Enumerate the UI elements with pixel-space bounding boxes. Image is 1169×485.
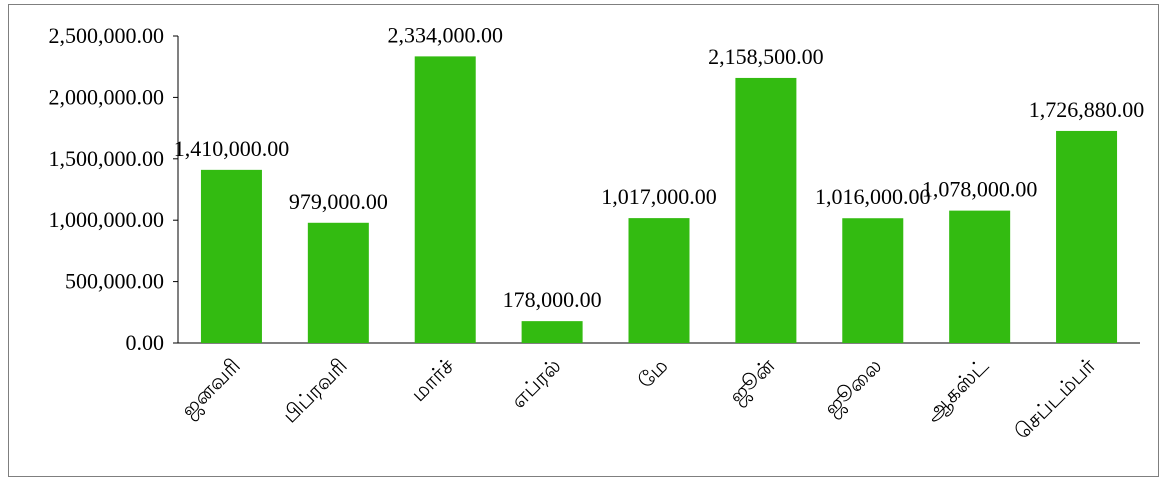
x-category-label: பிப்ரவரி bbox=[278, 354, 352, 428]
data-label-3: 2,334,000.00 bbox=[387, 22, 503, 47]
y-tick-label: 500,000.00 bbox=[65, 269, 164, 294]
data-label-5: 1,017,000.00 bbox=[601, 184, 717, 209]
y-tick-label: 2,000,000.00 bbox=[49, 84, 165, 109]
x-category-label: எப்ரல் bbox=[506, 354, 566, 414]
bar-8 bbox=[949, 210, 1011, 343]
bar-1 bbox=[200, 169, 262, 343]
y-tick-label: 1,000,000.00 bbox=[49, 207, 165, 232]
data-label-9: 1,726,880.00 bbox=[1029, 97, 1145, 122]
x-category-label: செப்டம்பர் bbox=[1010, 354, 1100, 444]
x-category-label: ஜூலை bbox=[819, 354, 887, 422]
data-label-2: 979,000.00 bbox=[289, 189, 388, 214]
data-label-1: 1,410,000.00 bbox=[174, 136, 290, 161]
bar-2 bbox=[307, 222, 369, 343]
bar-3 bbox=[414, 56, 476, 344]
x-category-label: மார்ச் bbox=[406, 353, 459, 406]
data-label-4: 178,000.00 bbox=[503, 287, 602, 312]
x-category-label: ஜூன் bbox=[724, 353, 781, 410]
data-label-8: 1,078,000.00 bbox=[922, 177, 1038, 202]
x-category-label: ஜனவரி bbox=[176, 354, 246, 424]
bar-5 bbox=[628, 218, 690, 343]
y-tick-label: 1,500,000.00 bbox=[49, 146, 165, 171]
data-label-6: 2,158,500.00 bbox=[708, 44, 824, 69]
bar-4 bbox=[521, 321, 583, 343]
x-category-label: ஆகஸ்ட் bbox=[920, 353, 994, 427]
data-label-7: 1,016,000.00 bbox=[815, 184, 931, 209]
y-tick-label: 2,500,000.00 bbox=[49, 23, 165, 48]
bar-7 bbox=[842, 218, 904, 343]
bar-6 bbox=[735, 77, 797, 343]
x-category-label: மே bbox=[633, 354, 672, 393]
bar-9 bbox=[1056, 130, 1118, 343]
y-tick-label: 0.00 bbox=[126, 330, 165, 355]
